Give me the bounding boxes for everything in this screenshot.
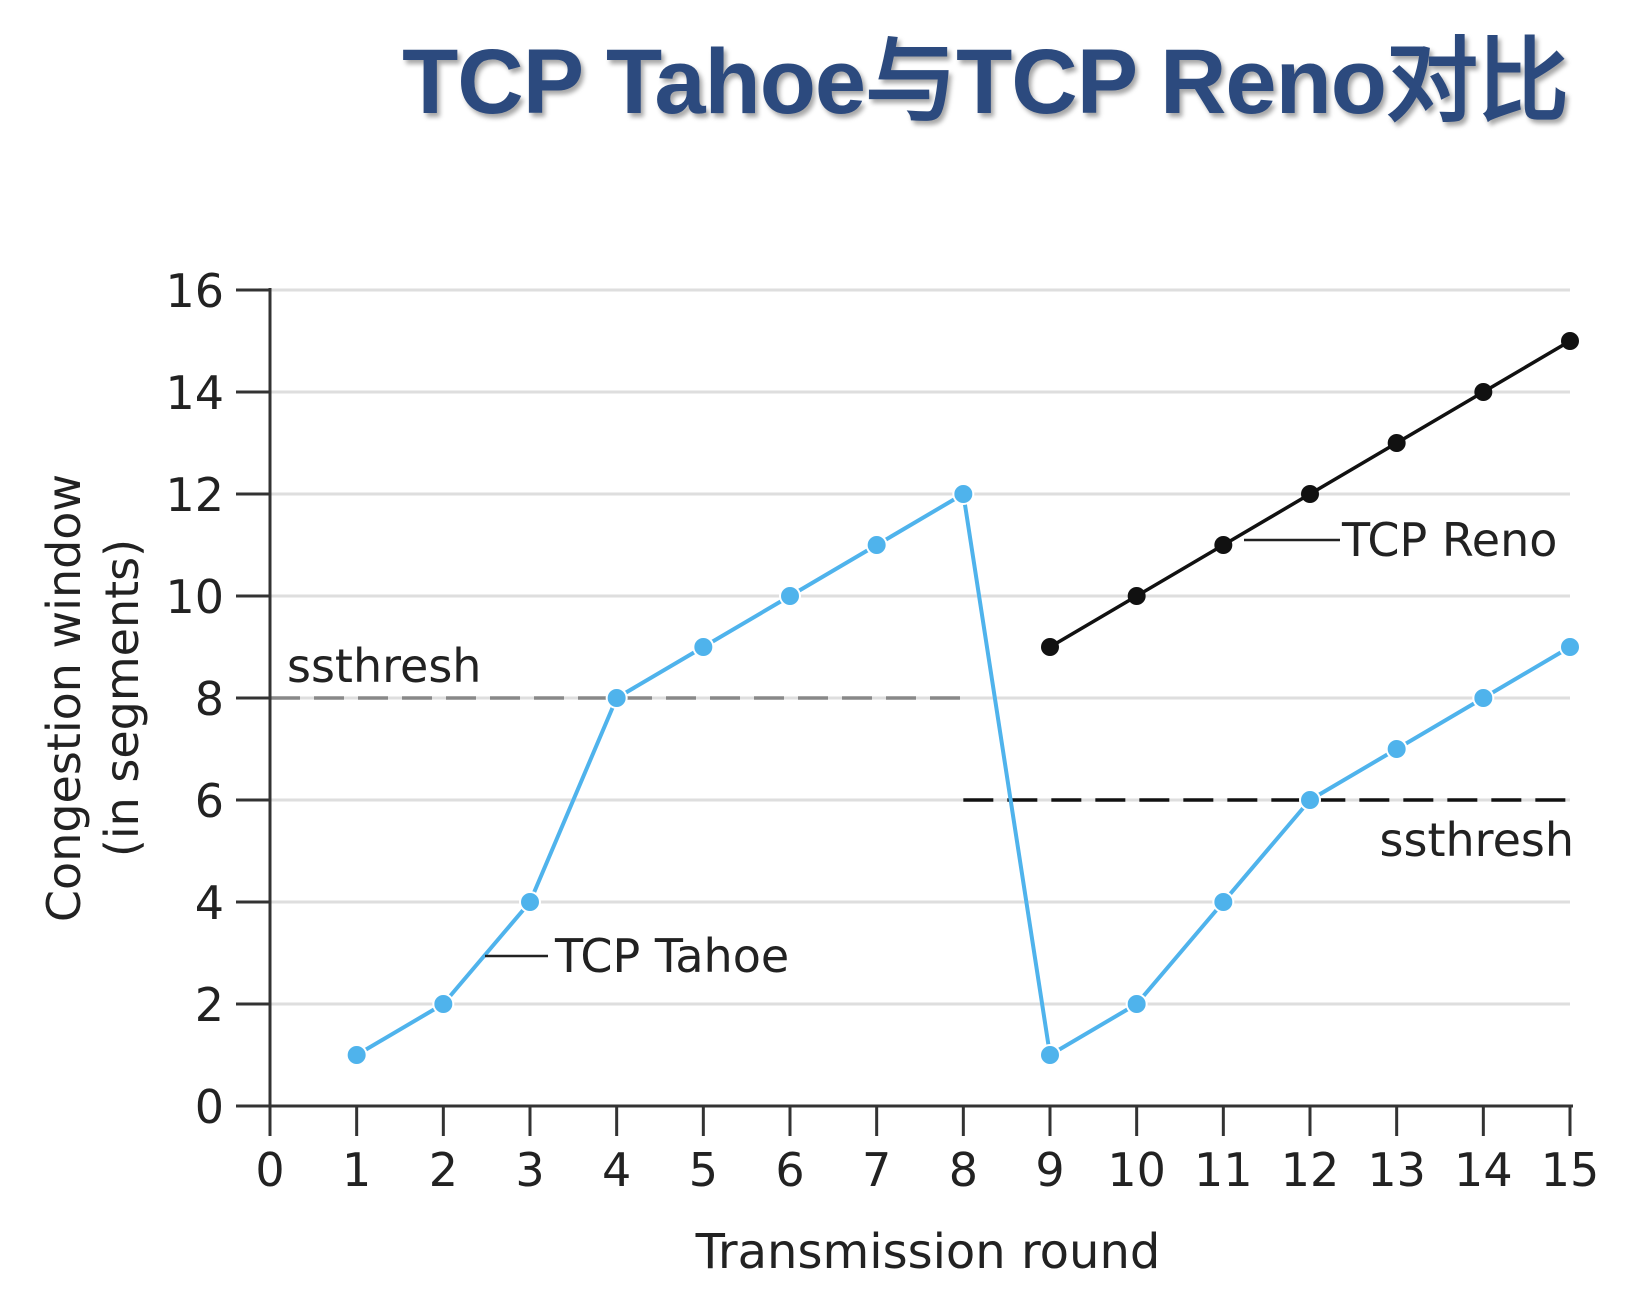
tahoe-point — [1385, 738, 1408, 760]
tahoe-point — [1299, 789, 1321, 811]
tahoe-point — [605, 687, 628, 709]
tahoe-line — [355, 492, 1572, 1057]
reno-point — [1561, 332, 1579, 350]
tahoe-point — [1039, 1044, 1061, 1066]
x-axis-title: Transmission round — [695, 1224, 1161, 1280]
reno-point — [1127, 587, 1146, 605]
tahoe-point — [1212, 891, 1235, 913]
tahoe-point — [1559, 636, 1581, 658]
x-tick-label: 11 — [1194, 1143, 1253, 1197]
tahoe-point — [1472, 687, 1495, 709]
y-tick-label: 4 — [195, 876, 224, 930]
reno-point — [1041, 638, 1059, 656]
y-tick-label: 2 — [195, 978, 224, 1032]
y-axis-title-line: (in segments) — [95, 539, 149, 857]
x-tick-label: 0 — [255, 1143, 284, 1197]
y-tick-label: 16 — [165, 264, 224, 318]
series-layer — [345, 332, 1581, 1066]
tahoe-point — [952, 483, 975, 505]
tahoe-series-label: TCP Tahoe — [554, 929, 789, 983]
ssthresh-label: ssthresh — [287, 639, 481, 693]
tahoe-point — [1125, 993, 1148, 1015]
x-tick-label: 1 — [342, 1143, 371, 1197]
y-tick-label: 10 — [165, 570, 224, 624]
x-tick-label: 4 — [602, 1143, 631, 1197]
x-tick-label: 9 — [1035, 1143, 1064, 1197]
y-axis-title: Congestion window(in segments) — [37, 474, 149, 922]
x-tick-label: 7 — [862, 1143, 891, 1197]
y-tick-label: 6 — [195, 774, 224, 828]
x-tick-label: 3 — [515, 1143, 544, 1197]
ssthresh-lines: ssthresh ssthresh — [270, 639, 1574, 867]
x-tick-label: 8 — [949, 1143, 978, 1197]
y-tick-label: 12 — [165, 468, 224, 522]
reno-point — [1301, 485, 1319, 503]
y-axis-title-line: Congestion window — [37, 474, 91, 922]
x-tick-label: 13 — [1367, 1143, 1426, 1197]
reno-point — [1474, 383, 1493, 401]
x-tick-label: 15 — [1541, 1143, 1600, 1197]
grid-lines — [270, 288, 1570, 1006]
tahoe-point — [432, 993, 455, 1015]
x-tick-label: 2 — [429, 1143, 458, 1197]
x-tick-label: 14 — [1454, 1143, 1513, 1197]
y-tick-label: 14 — [165, 366, 224, 420]
x-tick-label: 12 — [1281, 1143, 1340, 1197]
tahoe-point — [779, 585, 801, 607]
tahoe-point — [692, 636, 715, 658]
x-tick-label: 6 — [775, 1143, 804, 1197]
y-tick-label: 8 — [195, 672, 224, 726]
y-tick-label: 0 — [195, 1080, 224, 1134]
tahoe-point — [519, 891, 541, 913]
ssthresh-label: ssthresh — [1380, 813, 1574, 867]
page-title: TCP Tahoe与TCP Reno对比 — [402, 31, 1569, 133]
tahoe-point — [345, 1044, 368, 1066]
x-tick-label: 10 — [1107, 1143, 1166, 1197]
x-tick-label: 5 — [689, 1143, 718, 1197]
reno-point — [1214, 536, 1233, 554]
reno-series-label: TCP Reno — [1341, 513, 1557, 567]
reno-point — [1387, 434, 1406, 452]
tahoe-point — [865, 534, 888, 556]
annotations: TCP Tahoe TCP Reno — [485, 513, 1557, 983]
